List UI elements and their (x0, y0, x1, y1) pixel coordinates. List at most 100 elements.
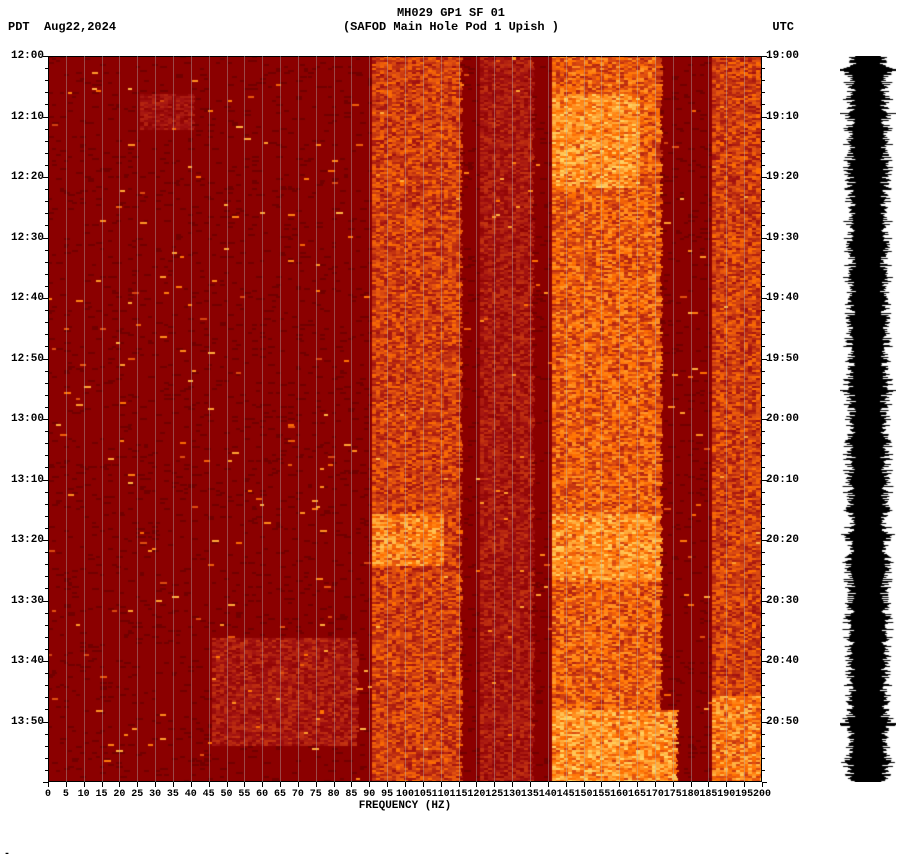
y-minor-left (45, 734, 48, 735)
x-tick (191, 782, 192, 787)
y-minor-left (45, 588, 48, 589)
y-minor-right (762, 734, 765, 735)
y-minor-right (762, 213, 765, 214)
gridline-v (744, 56, 745, 782)
y-label-left: 12:30 (2, 232, 44, 244)
gridline-v (334, 56, 335, 782)
x-tick (209, 782, 210, 787)
y-minor-left (45, 274, 48, 275)
x-tick-label: 175 (664, 789, 682, 800)
y-minor-right (762, 274, 765, 275)
x-tick (441, 782, 442, 787)
x-tick-label: 170 (646, 789, 664, 800)
x-tick (637, 782, 638, 787)
x-tick (405, 782, 406, 787)
y-minor-left (45, 262, 48, 263)
y-minor-right (762, 455, 765, 456)
y-tick-right (762, 782, 767, 783)
gridline-v (119, 56, 120, 782)
y-label-right: 20:10 (766, 474, 808, 486)
x-tick (530, 782, 531, 787)
x-tick-label: 55 (238, 789, 250, 800)
y-minor-right (762, 68, 765, 69)
x-tick (673, 782, 674, 787)
y-minor-right (762, 92, 765, 93)
y-minor-right (762, 685, 765, 686)
gridline-v (405, 56, 406, 782)
gridline-v (476, 56, 477, 782)
y-minor-left (45, 407, 48, 408)
gridline-v (673, 56, 674, 782)
x-tick-label: 120 (467, 789, 485, 800)
gridline-v (155, 56, 156, 782)
y-minor-right (762, 758, 765, 759)
x-tick-label: 145 (557, 789, 575, 800)
y-minor-right (762, 286, 765, 287)
y-minor-left (45, 250, 48, 251)
gridline-v (512, 56, 513, 782)
y-label-right: 19:30 (766, 232, 808, 244)
y-minor-right (762, 346, 765, 347)
y-minor-left (45, 68, 48, 69)
y-label-left: 13:20 (2, 534, 44, 546)
gridline-v (369, 56, 370, 782)
y-label-right: 20:00 (766, 413, 808, 425)
gridline-v (726, 56, 727, 782)
y-minor-right (762, 467, 765, 468)
y-minor-right (762, 709, 765, 710)
x-tick (369, 782, 370, 787)
gridline-v (619, 56, 620, 782)
x-tick (262, 782, 263, 787)
x-tick-label: 90 (363, 789, 375, 800)
gridline-v (566, 56, 567, 782)
y-label-right: 19:50 (766, 353, 808, 365)
gridline-v (548, 56, 549, 782)
y-minor-right (762, 625, 765, 626)
x-tick (476, 782, 477, 787)
y-minor-left (45, 104, 48, 105)
gridline-v (191, 56, 192, 782)
gridline-v (530, 56, 531, 782)
gridline-v (137, 56, 138, 782)
x-tick (280, 782, 281, 787)
gridline-v (459, 56, 460, 782)
y-minor-right (762, 153, 765, 154)
x-tick (584, 782, 585, 787)
y-minor-left (45, 697, 48, 698)
x-tick-label: 130 (503, 789, 521, 800)
y-label-left: 13:50 (2, 716, 44, 728)
x-tick (655, 782, 656, 787)
y-label-left: 12:00 (2, 50, 44, 62)
y-minor-left (45, 709, 48, 710)
gridline-v (84, 56, 85, 782)
y-minor-left (45, 322, 48, 323)
x-tick-label: 5 (63, 789, 69, 800)
x-tick-label: 100 (396, 789, 414, 800)
y-minor-left (45, 746, 48, 747)
x-tick (744, 782, 745, 787)
x-tick (227, 782, 228, 787)
y-label-left: 13:30 (2, 595, 44, 607)
gridline-v (262, 56, 263, 782)
gridline-v (691, 56, 692, 782)
y-minor-left (45, 770, 48, 771)
y-minor-right (762, 310, 765, 311)
x-tick-label: 160 (610, 789, 628, 800)
y-label-right: 20:40 (766, 655, 808, 667)
y-minor-left (45, 552, 48, 553)
x-tick (708, 782, 709, 787)
footer-mark: - (4, 849, 10, 860)
y-label-right: 19:00 (766, 50, 808, 62)
x-tick (66, 782, 67, 787)
y-minor-left (45, 758, 48, 759)
y-minor-left (45, 637, 48, 638)
y-label-left: 13:40 (2, 655, 44, 667)
x-tick (316, 782, 317, 787)
y-label-right: 20:50 (766, 716, 808, 728)
y-minor-left (45, 564, 48, 565)
y-label-left: 12:20 (2, 171, 44, 183)
x-axis-title: FREQUENCY (HZ) (359, 800, 451, 812)
x-tick-label: 40 (185, 789, 197, 800)
y-minor-left (45, 153, 48, 154)
gridline-v (173, 56, 174, 782)
